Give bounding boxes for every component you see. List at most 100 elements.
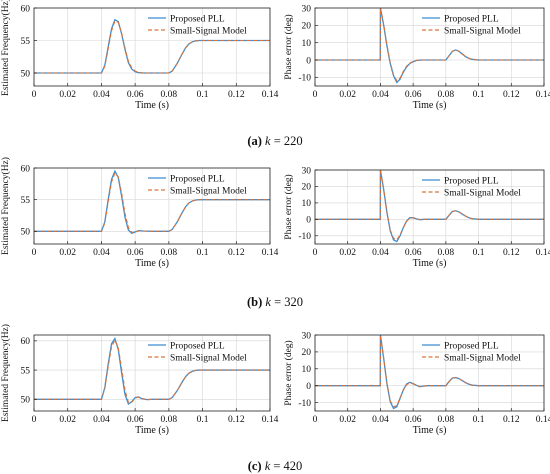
x-axis-label: Time (s) [413,258,447,269]
x-tick-label: 0 [313,415,318,425]
series-small-signal-model [315,8,544,82]
x-tick-label: 0.06 [127,90,144,100]
y-axis-label: Phase error (deg) [283,340,294,405]
x-tick-label: 0.1 [197,415,209,425]
y-axis-label: Estimated Frequency(Hz) [0,157,11,255]
series-small-signal-model [315,170,544,241]
legend: Proposed PLL Small-Signal Model [422,342,521,364]
y-tick-label: -10 [298,74,311,84]
legend-label: Small-Signal Model [170,27,247,37]
plot-frame [33,167,271,245]
legend: Proposed PLL Small-Signal Model [422,15,521,37]
caption-letter: (a) [247,134,265,148]
x-tick-label: 0.08 [438,248,455,258]
y-tick-label: 0 [306,56,311,66]
y-tick-label: 50 [21,69,31,79]
y-tick-label: 0 [306,382,311,392]
legend-label: Small-Signal Model [444,27,521,37]
x-tick-label: 0.14 [536,415,550,425]
plot-frame [314,169,545,245]
x-tick-label: 0.02 [59,90,76,100]
chart-b-freq: 0 0.02 0.04 0.06 0.08 0.1 0.12 0.14 50 55 60 Time (… [0,157,279,269]
y-tick-label: 55 [21,366,31,376]
y-tick-label: 20 [302,183,312,193]
legend-label: Small-Signal Model [444,189,521,199]
legend-label: Proposed PLL [444,342,499,352]
y-tick-label: 10 [302,365,312,375]
series-small-signal-model [34,338,270,403]
chart-b-phase: 0 0.02 0.04 0.06 0.08 0.1 0.12 0.14-100102030Ti… [283,166,550,269]
x-tick-label: 0.02 [339,90,356,100]
series-small-signal-model [34,20,270,74]
x-tick-label: 0.14 [262,90,279,100]
x-tick-label: 0.08 [161,415,178,425]
y-tick-label: 20 [302,348,312,358]
x-tick-label: 0.08 [438,415,455,425]
x-tick-label: 0.1 [473,415,485,425]
x-tick-label: 0.04 [372,90,389,100]
series-proposed-pll [315,170,544,243]
legend-label: Small-Signal Model [170,354,247,364]
caption-variable: k [265,295,271,309]
x-tick-label: 0.12 [503,248,520,258]
legend-label: Proposed PLL [170,15,225,25]
y-tick-label: 60 [21,164,31,174]
legend-label: Proposed PLL [170,342,225,352]
subfigure-caption: (a) k = 220 [247,134,302,148]
x-axis-label: Time (s) [413,100,447,111]
legend-label: Proposed PLL [444,177,499,187]
y-tick-label: 0 [306,216,311,226]
y-tick-label: 60 [21,337,31,347]
series-proposed-pll [315,335,544,410]
chart-a-phase: 0 0.02 0.04 0.06 0.08 0.1 0.12 0.14-100102030Ti… [283,4,550,111]
x-tick-label: 0.06 [405,415,422,425]
y-tick-label: 30 [302,4,312,14]
x-tick-label: 0 [32,415,37,425]
x-tick-label: 0.06 [405,90,422,100]
x-axis-label: Time (s) [135,258,169,269]
x-tick-label: 0.08 [161,248,178,258]
x-tick-label: 0.12 [228,415,245,425]
legend: Proposed PLL Small-Signal Model [148,175,247,197]
plot-frame [314,334,545,412]
panels: 0 0.02 0.04 0.06 0.08 0.1 0.12 0.14 50 55 60 Time (… [0,0,550,436]
x-tick-label: 0.12 [503,415,520,425]
caption-value: = 320 [271,295,303,309]
series-proposed-pll [315,8,544,84]
caption-value: = 420 [270,459,302,473]
legend-label: Small-Signal Model [170,187,247,197]
chart-a-freq: 0 0.02 0.04 0.06 0.08 0.1 0.12 0.14 50 55 60 Time (… [0,0,279,111]
plot-frame [33,334,271,412]
x-tick-label: 0.12 [228,90,245,100]
y-tick-label: 60 [21,4,31,14]
x-tick-label: 0.04 [93,415,110,425]
x-tick-label: 0.14 [536,248,550,258]
legend: Proposed PLL Small-Signal Model [148,15,247,37]
y-tick-label: 30 [302,166,312,176]
y-tick-label: 10 [302,39,312,49]
y-tick-label: 10 [302,199,312,209]
x-tick-label: 0.06 [127,248,144,258]
x-tick-label: 0.1 [197,248,209,258]
y-axis-label: Estimated Frequency(Hz) [0,324,11,422]
x-tick-label: 0.04 [93,90,110,100]
x-tick-label: 0 [313,248,318,258]
legend-label: Proposed PLL [170,175,225,185]
x-tick-label: 0.02 [339,248,356,258]
x-axis-label: Time (s) [135,100,169,111]
x-tick-label: 0.14 [536,90,550,100]
y-tick-label: -10 [298,232,311,242]
subfigure-caption: (b) k = 320 [247,295,303,309]
series-small-signal-model [315,335,544,408]
x-tick-label: 0.06 [405,248,422,258]
caption-letter: (c) [248,459,265,473]
y-tick-label: 55 [21,196,31,206]
x-tick-label: 0.1 [473,90,485,100]
x-tick-label: 0.02 [339,415,356,425]
x-tick-label: 0.12 [503,90,520,100]
x-tick-label: 0.08 [438,90,455,100]
y-tick-label: 50 [21,228,31,238]
x-tick-label: 0.04 [93,248,110,258]
x-tick-label: 0 [32,248,37,258]
x-axis-label: Time (s) [135,425,169,436]
